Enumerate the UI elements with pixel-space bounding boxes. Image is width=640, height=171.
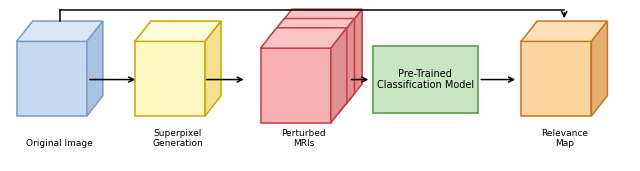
Polygon shape <box>276 30 346 104</box>
Text: Pre-Trained
Classification Model: Pre-Trained Classification Model <box>377 69 474 90</box>
Polygon shape <box>268 39 339 114</box>
Polygon shape <box>260 48 331 123</box>
Text: Relevance
Map: Relevance Map <box>541 129 588 148</box>
Text: Superpixel
Generation: Superpixel Generation <box>152 129 204 148</box>
Polygon shape <box>268 18 355 39</box>
Polygon shape <box>521 41 591 116</box>
Polygon shape <box>205 21 221 116</box>
Polygon shape <box>17 41 87 116</box>
Polygon shape <box>346 9 362 104</box>
Polygon shape <box>339 18 355 114</box>
Polygon shape <box>276 9 362 30</box>
Text: Perturbed
MRIs: Perturbed MRIs <box>282 129 326 148</box>
Bar <box>372 46 478 114</box>
Polygon shape <box>135 41 205 116</box>
Polygon shape <box>260 28 347 48</box>
Polygon shape <box>521 21 607 41</box>
Polygon shape <box>591 21 607 116</box>
Polygon shape <box>87 21 103 116</box>
Text: Original Image: Original Image <box>26 139 93 148</box>
Polygon shape <box>17 21 103 41</box>
Polygon shape <box>135 21 221 41</box>
Polygon shape <box>331 28 347 123</box>
